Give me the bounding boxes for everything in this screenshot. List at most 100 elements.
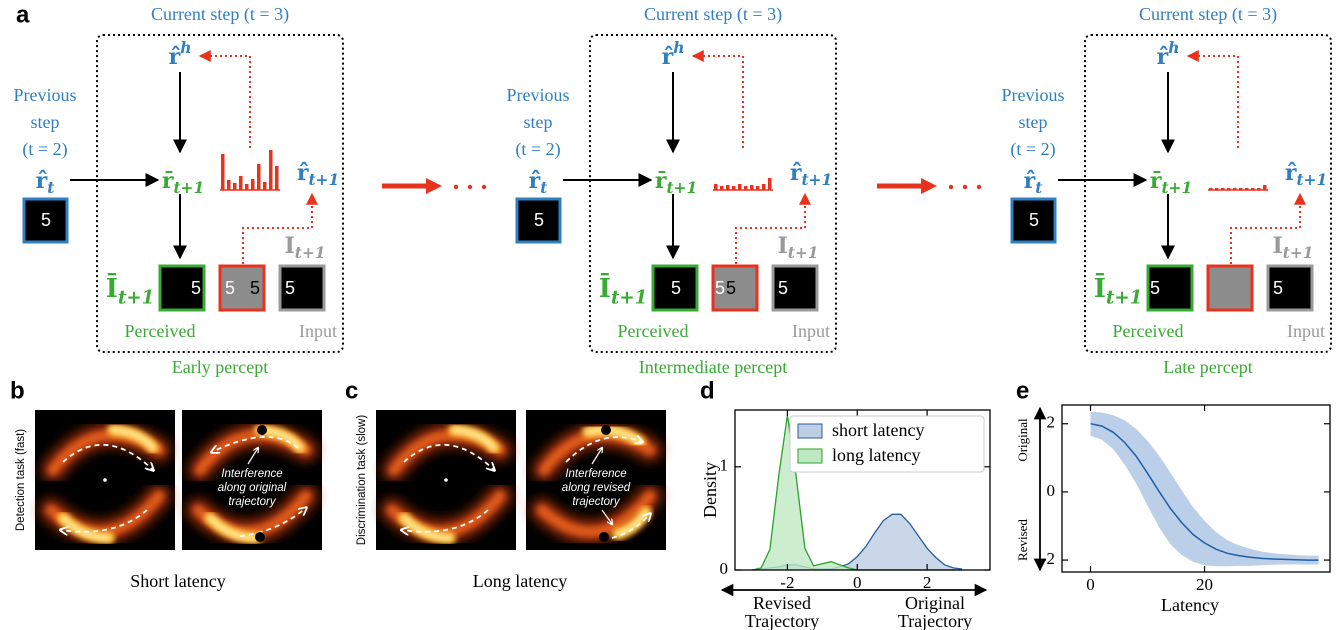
math-label: It+1 xyxy=(777,233,818,262)
y-annotation: Original xyxy=(1015,418,1030,462)
math-label: It+1 xyxy=(284,233,325,262)
digit: 5 xyxy=(285,278,295,298)
x-tick-label: 20 xyxy=(1196,575,1213,594)
input-label: Input xyxy=(1287,321,1325,341)
latency-caption: Long latency xyxy=(473,571,567,591)
math-base: r̄ xyxy=(1150,168,1162,194)
feedback-arrow xyxy=(200,56,250,148)
math-base: r̂ xyxy=(529,168,541,194)
math-base: r̂ xyxy=(297,160,309,186)
math-superscript: h xyxy=(1168,39,1179,57)
previous-step-label: (t = 2) xyxy=(1010,139,1055,160)
digit: 5 xyxy=(778,278,788,298)
digit: 5 xyxy=(715,278,725,298)
digit: 5 xyxy=(1029,210,1039,230)
y-tick-label: 2 xyxy=(1047,413,1056,432)
legend-label: long latency xyxy=(832,445,920,465)
math-base: r̂ xyxy=(1157,44,1169,70)
task-label: Detection task (fast) xyxy=(15,429,27,531)
math-base: r̄ xyxy=(162,168,174,194)
error-histogram-bar xyxy=(239,176,243,190)
latency-caption: Short latency xyxy=(130,571,225,591)
math-subscript: t+1 xyxy=(611,287,647,308)
x-tick-label: 2 xyxy=(923,573,932,592)
math-label: r̂t xyxy=(1024,168,1043,197)
digit: 5 xyxy=(225,278,235,298)
error-histogram-bar xyxy=(221,154,225,190)
math-label: r̄t+1 xyxy=(1150,168,1192,197)
annotation: along original xyxy=(218,482,287,494)
heatmap-image xyxy=(376,410,516,550)
math-base: r̂ xyxy=(1024,168,1036,194)
annotation: Interference xyxy=(565,468,626,480)
legend-swatch xyxy=(798,424,822,438)
y-tick-label: 0 xyxy=(1047,481,1056,500)
math-base: r̄ xyxy=(655,168,667,194)
math-label: r̂t+1 xyxy=(1285,160,1327,189)
x-tick-label: 0 xyxy=(853,573,862,592)
y-tick-label: 1 xyxy=(720,456,729,475)
perceived-label: Perceived xyxy=(125,321,196,341)
stimulus-dot xyxy=(255,532,265,542)
legend-swatch xyxy=(798,449,822,463)
transition-arrow xyxy=(382,178,486,194)
panel-label: c xyxy=(345,377,358,404)
math-label: r̂h xyxy=(1157,39,1180,70)
math-superscript: h xyxy=(180,39,191,57)
math-subscript: t+1 xyxy=(173,179,204,197)
digit: 5 xyxy=(1273,278,1283,298)
math-label: r̂t+1 xyxy=(790,160,832,189)
math-base: r̂ xyxy=(662,44,674,70)
math-label: r̂t xyxy=(36,168,55,197)
previous-step-label: Previous xyxy=(14,85,77,105)
page: { "panel_a": {"label": "a", "diagrams": … xyxy=(0,0,1343,630)
percept-caption: Early percept xyxy=(172,357,268,377)
error-histogram-bar xyxy=(762,184,766,190)
error-histogram-bar xyxy=(714,184,718,190)
trajectory-label: Revised xyxy=(753,593,811,613)
stimulus-dot xyxy=(599,532,609,542)
previous-step-label: Previous xyxy=(507,85,570,105)
trajectory-label: Original xyxy=(905,593,965,613)
perceived-label: Perceived xyxy=(1113,321,1184,341)
panel-label: a xyxy=(16,1,30,28)
digit: 5 xyxy=(1150,278,1160,298)
input-label: Input xyxy=(299,321,337,341)
math-label: r̂t xyxy=(529,168,548,197)
error-histogram-bar xyxy=(227,180,231,190)
math-base: r̂ xyxy=(1285,160,1297,186)
math-subscript: t+1 xyxy=(118,287,154,308)
digit: 5 xyxy=(534,210,544,230)
previous-step-label: (t = 2) xyxy=(515,139,560,160)
math-subscript: t xyxy=(540,179,547,197)
math-subscript: t+1 xyxy=(1283,244,1314,262)
previous-step-label: (t = 2) xyxy=(22,139,67,160)
math-subscript: t+1 xyxy=(295,244,326,262)
math-subscript: t+1 xyxy=(1296,171,1327,189)
percept-diagram: Current step (t = 3)Previousstep(t = 2)r… xyxy=(14,4,344,377)
fixation-dot xyxy=(444,478,448,482)
math-subscript: t+1 xyxy=(308,171,339,189)
error-histogram-bar xyxy=(269,150,273,190)
y-annotation: Revised xyxy=(1015,519,1030,561)
math-base: r̂ xyxy=(169,44,181,70)
digit: 5 xyxy=(191,278,201,298)
math-label: Īt+1 xyxy=(1094,273,1142,308)
digit: 5 xyxy=(41,210,51,230)
math-base: I xyxy=(284,233,294,259)
math-label: Īt+1 xyxy=(599,273,647,308)
figure: a Current step (t = 3)Previousstep(t = 2… xyxy=(0,0,1343,630)
digit: 5 xyxy=(250,278,260,298)
math-subscript: t+1 xyxy=(788,244,819,262)
math-base: Ī xyxy=(599,273,611,304)
current-step-label: Current step (t = 3) xyxy=(1139,4,1277,25)
annotation: along revised xyxy=(562,482,631,494)
previous-step-label: step xyxy=(524,112,553,132)
error-histogram-bar xyxy=(233,183,237,190)
legend-label: short latency xyxy=(832,420,924,440)
stimulus-dot xyxy=(601,425,611,435)
math-label: r̄t+1 xyxy=(162,168,204,197)
